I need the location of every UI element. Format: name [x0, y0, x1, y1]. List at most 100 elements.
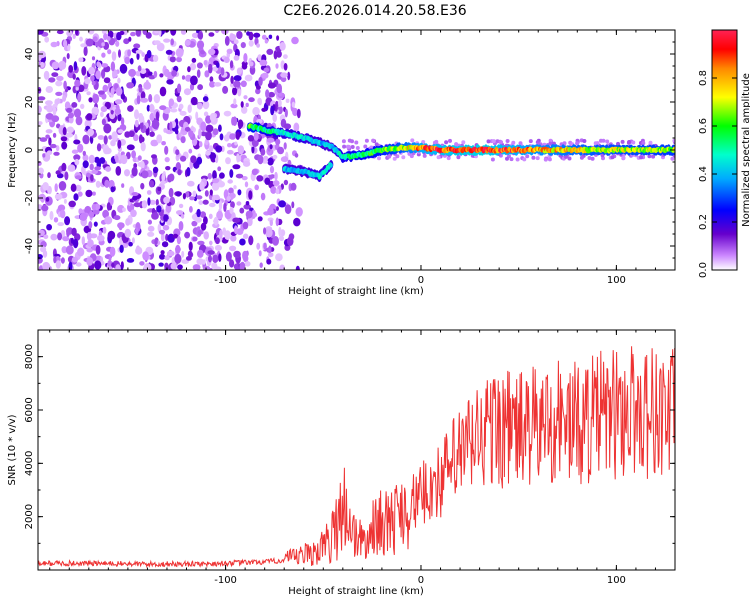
heatmap-cell	[114, 107, 121, 116]
heatmap-cell	[38, 30, 44, 35]
heatmap-cell	[117, 77, 121, 84]
heatmap-cell	[203, 60, 208, 66]
heatmap-cell	[269, 219, 273, 226]
y-tick-label: -40	[24, 238, 35, 254]
heatmap-cell	[220, 67, 225, 76]
heatmap-cell	[88, 66, 95, 75]
heatmap-cell	[79, 212, 88, 221]
heatmap-cell	[66, 53, 70, 60]
heatmap-cell	[126, 258, 135, 263]
heatmap-cell	[60, 136, 68, 142]
heatmap-cell	[274, 171, 278, 181]
heatmap-cell	[128, 36, 132, 42]
heatmap-cell	[81, 66, 87, 76]
heatmap-cell	[371, 138, 376, 143]
heatmap-cell	[531, 155, 536, 160]
heatmap-cell	[240, 42, 246, 49]
heatmap-cell	[97, 135, 105, 140]
heatmap-cell	[91, 203, 96, 211]
heatmap-cell	[255, 88, 261, 95]
heatmap-cell	[214, 194, 220, 200]
heatmap-cell	[293, 217, 301, 227]
heatmap-cell	[233, 75, 242, 82]
y-tick-label: -20	[24, 190, 35, 206]
heatmap-cell	[263, 242, 267, 250]
heatmap-cell	[218, 124, 222, 132]
heatmap-cell	[188, 148, 193, 154]
heatmap-cell	[107, 49, 112, 55]
heatmap-cell	[74, 184, 82, 192]
heatmap-cell	[148, 180, 155, 188]
heatmap-cell	[101, 52, 106, 58]
heatmap-cell	[267, 82, 276, 89]
heatmap-cell	[641, 141, 646, 146]
heatmap-cell	[132, 195, 138, 201]
heatmap-cell	[53, 151, 60, 156]
heatmap-cell	[141, 52, 145, 57]
heatmap-cell	[50, 233, 58, 241]
heatmap-cell	[38, 105, 42, 114]
heatmap-cell	[237, 119, 244, 129]
heatmap-cell	[86, 91, 91, 96]
heatmap-cell	[270, 105, 275, 116]
heatmap-cell	[135, 49, 143, 54]
heatmap-cell	[94, 260, 102, 270]
heatmap-cell	[183, 88, 192, 96]
heatmap-cell	[88, 97, 93, 103]
heatmap-cell	[350, 139, 354, 144]
heatmap-cell	[243, 95, 248, 100]
heatmap-cell	[212, 170, 217, 181]
heatmap-cell	[155, 111, 160, 121]
heatmap-cell	[45, 86, 53, 93]
heatmap-cell	[140, 97, 149, 103]
heatmap-cell	[147, 225, 155, 232]
heatmap-cell	[73, 108, 82, 118]
heatmap-cell	[392, 156, 397, 161]
heatmap-cell	[233, 185, 237, 190]
heatmap-cell	[444, 140, 449, 145]
heatmap-cell	[595, 141, 600, 146]
heatmap-cell	[120, 154, 128, 165]
heatmap-cell	[261, 107, 267, 112]
heatmap-cell	[94, 166, 101, 171]
heatmap-cell	[209, 76, 214, 83]
heatmap-cell	[57, 204, 66, 212]
heatmap-cell	[207, 172, 212, 180]
heatmap-cell	[219, 229, 223, 239]
heatmap-cell	[236, 31, 243, 39]
y-tick-label: 6000	[24, 397, 35, 422]
heatmap-cell	[292, 107, 299, 117]
heatmap-cell	[66, 107, 73, 113]
heatmap-cell	[127, 105, 134, 112]
heatmap-cell	[71, 149, 79, 154]
heatmap-cell	[278, 99, 282, 108]
heatmap-cell	[267, 207, 274, 216]
heatmap-cell	[233, 80, 241, 88]
y-tick-label: 20	[24, 96, 35, 109]
heatmap-cell	[141, 170, 149, 179]
heatmap-cell	[44, 36, 50, 43]
heatmap-cell	[264, 177, 271, 185]
heatmap-cell	[115, 155, 119, 164]
heatmap-cell	[225, 251, 232, 262]
heatmap-cell	[229, 133, 237, 140]
colorbar-ticks: 0.0 0.2 0.4 0.6 0.8	[698, 70, 737, 278]
heatmap-cell	[247, 217, 253, 227]
heatmap-cell	[91, 191, 96, 196]
heatmap-cell	[70, 183, 77, 192]
heatmap-cell	[265, 89, 270, 98]
heatmap-cell	[109, 246, 116, 257]
heatmap-cell	[436, 155, 441, 160]
heatmap-cell	[71, 102, 78, 108]
heatmap-cell	[197, 249, 204, 258]
heatmap-cell	[178, 221, 184, 231]
heatmap-cell	[291, 101, 296, 108]
heatmap-cell	[275, 188, 280, 195]
heatmap-cell	[233, 55, 240, 61]
heatmap-cell	[117, 113, 122, 122]
heatmap-cell	[258, 76, 263, 86]
heatmap-cell	[180, 136, 186, 144]
heatmap-cell	[199, 211, 206, 218]
heatmap-cell	[601, 138, 606, 143]
heatmap-cell	[196, 156, 203, 165]
